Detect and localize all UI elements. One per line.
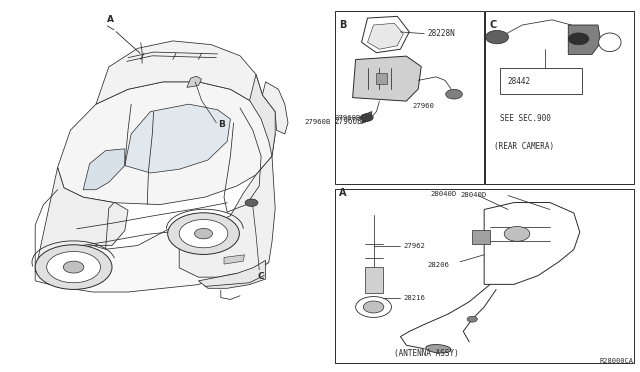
Polygon shape (353, 56, 421, 101)
Circle shape (179, 219, 228, 248)
Circle shape (445, 89, 462, 99)
Circle shape (35, 245, 112, 289)
Polygon shape (224, 255, 244, 264)
Text: 28228N: 28228N (427, 29, 455, 38)
Polygon shape (35, 221, 269, 292)
Text: 28442: 28442 (508, 77, 531, 86)
Polygon shape (472, 230, 490, 244)
Text: B: B (339, 20, 347, 31)
Text: 27960: 27960 (412, 103, 434, 109)
Text: R28000CA: R28000CA (600, 358, 634, 364)
Circle shape (47, 251, 100, 283)
Text: 28040D: 28040D (430, 191, 456, 197)
Circle shape (504, 227, 530, 241)
Text: A: A (339, 188, 347, 198)
Polygon shape (362, 112, 372, 124)
Circle shape (168, 213, 239, 254)
Text: 27960B: 27960B (335, 115, 361, 121)
Polygon shape (125, 104, 230, 173)
Circle shape (568, 33, 589, 45)
Polygon shape (376, 73, 387, 84)
Circle shape (486, 31, 509, 44)
Circle shape (195, 228, 212, 239)
Text: 28206: 28206 (428, 262, 449, 268)
Polygon shape (58, 82, 275, 205)
Circle shape (360, 114, 373, 121)
Text: A: A (107, 15, 113, 24)
Polygon shape (362, 16, 410, 53)
Polygon shape (484, 202, 580, 284)
Polygon shape (198, 260, 266, 288)
Polygon shape (250, 74, 275, 156)
Polygon shape (367, 23, 403, 49)
Text: B: B (218, 120, 225, 129)
Circle shape (467, 316, 477, 322)
Ellipse shape (598, 33, 621, 52)
Text: 27962: 27962 (403, 243, 426, 249)
Circle shape (63, 261, 84, 273)
Text: 27960B–: 27960B– (335, 118, 367, 126)
Text: C: C (490, 20, 497, 31)
Circle shape (356, 296, 392, 317)
Text: (ANTENNA ASSY): (ANTENNA ASSY) (394, 350, 460, 359)
Text: 28216: 28216 (403, 295, 426, 301)
Polygon shape (568, 25, 601, 54)
Bar (485, 11, 634, 184)
Circle shape (364, 301, 384, 313)
Text: C: C (258, 272, 264, 281)
Polygon shape (96, 41, 262, 104)
Bar (335, 11, 484, 184)
Ellipse shape (426, 344, 451, 353)
Polygon shape (262, 82, 288, 134)
Bar (335, 189, 634, 363)
Circle shape (245, 199, 258, 206)
Text: SEE SEC.900: SEE SEC.900 (500, 114, 551, 123)
Polygon shape (500, 68, 582, 94)
Text: (REAR CAMERA): (REAR CAMERA) (494, 142, 554, 151)
Text: 28040D: 28040D (460, 192, 486, 198)
Polygon shape (187, 76, 202, 87)
Polygon shape (365, 267, 383, 293)
Polygon shape (83, 149, 125, 190)
Polygon shape (35, 167, 128, 272)
Polygon shape (179, 156, 275, 277)
Text: 27960B: 27960B (304, 119, 330, 125)
